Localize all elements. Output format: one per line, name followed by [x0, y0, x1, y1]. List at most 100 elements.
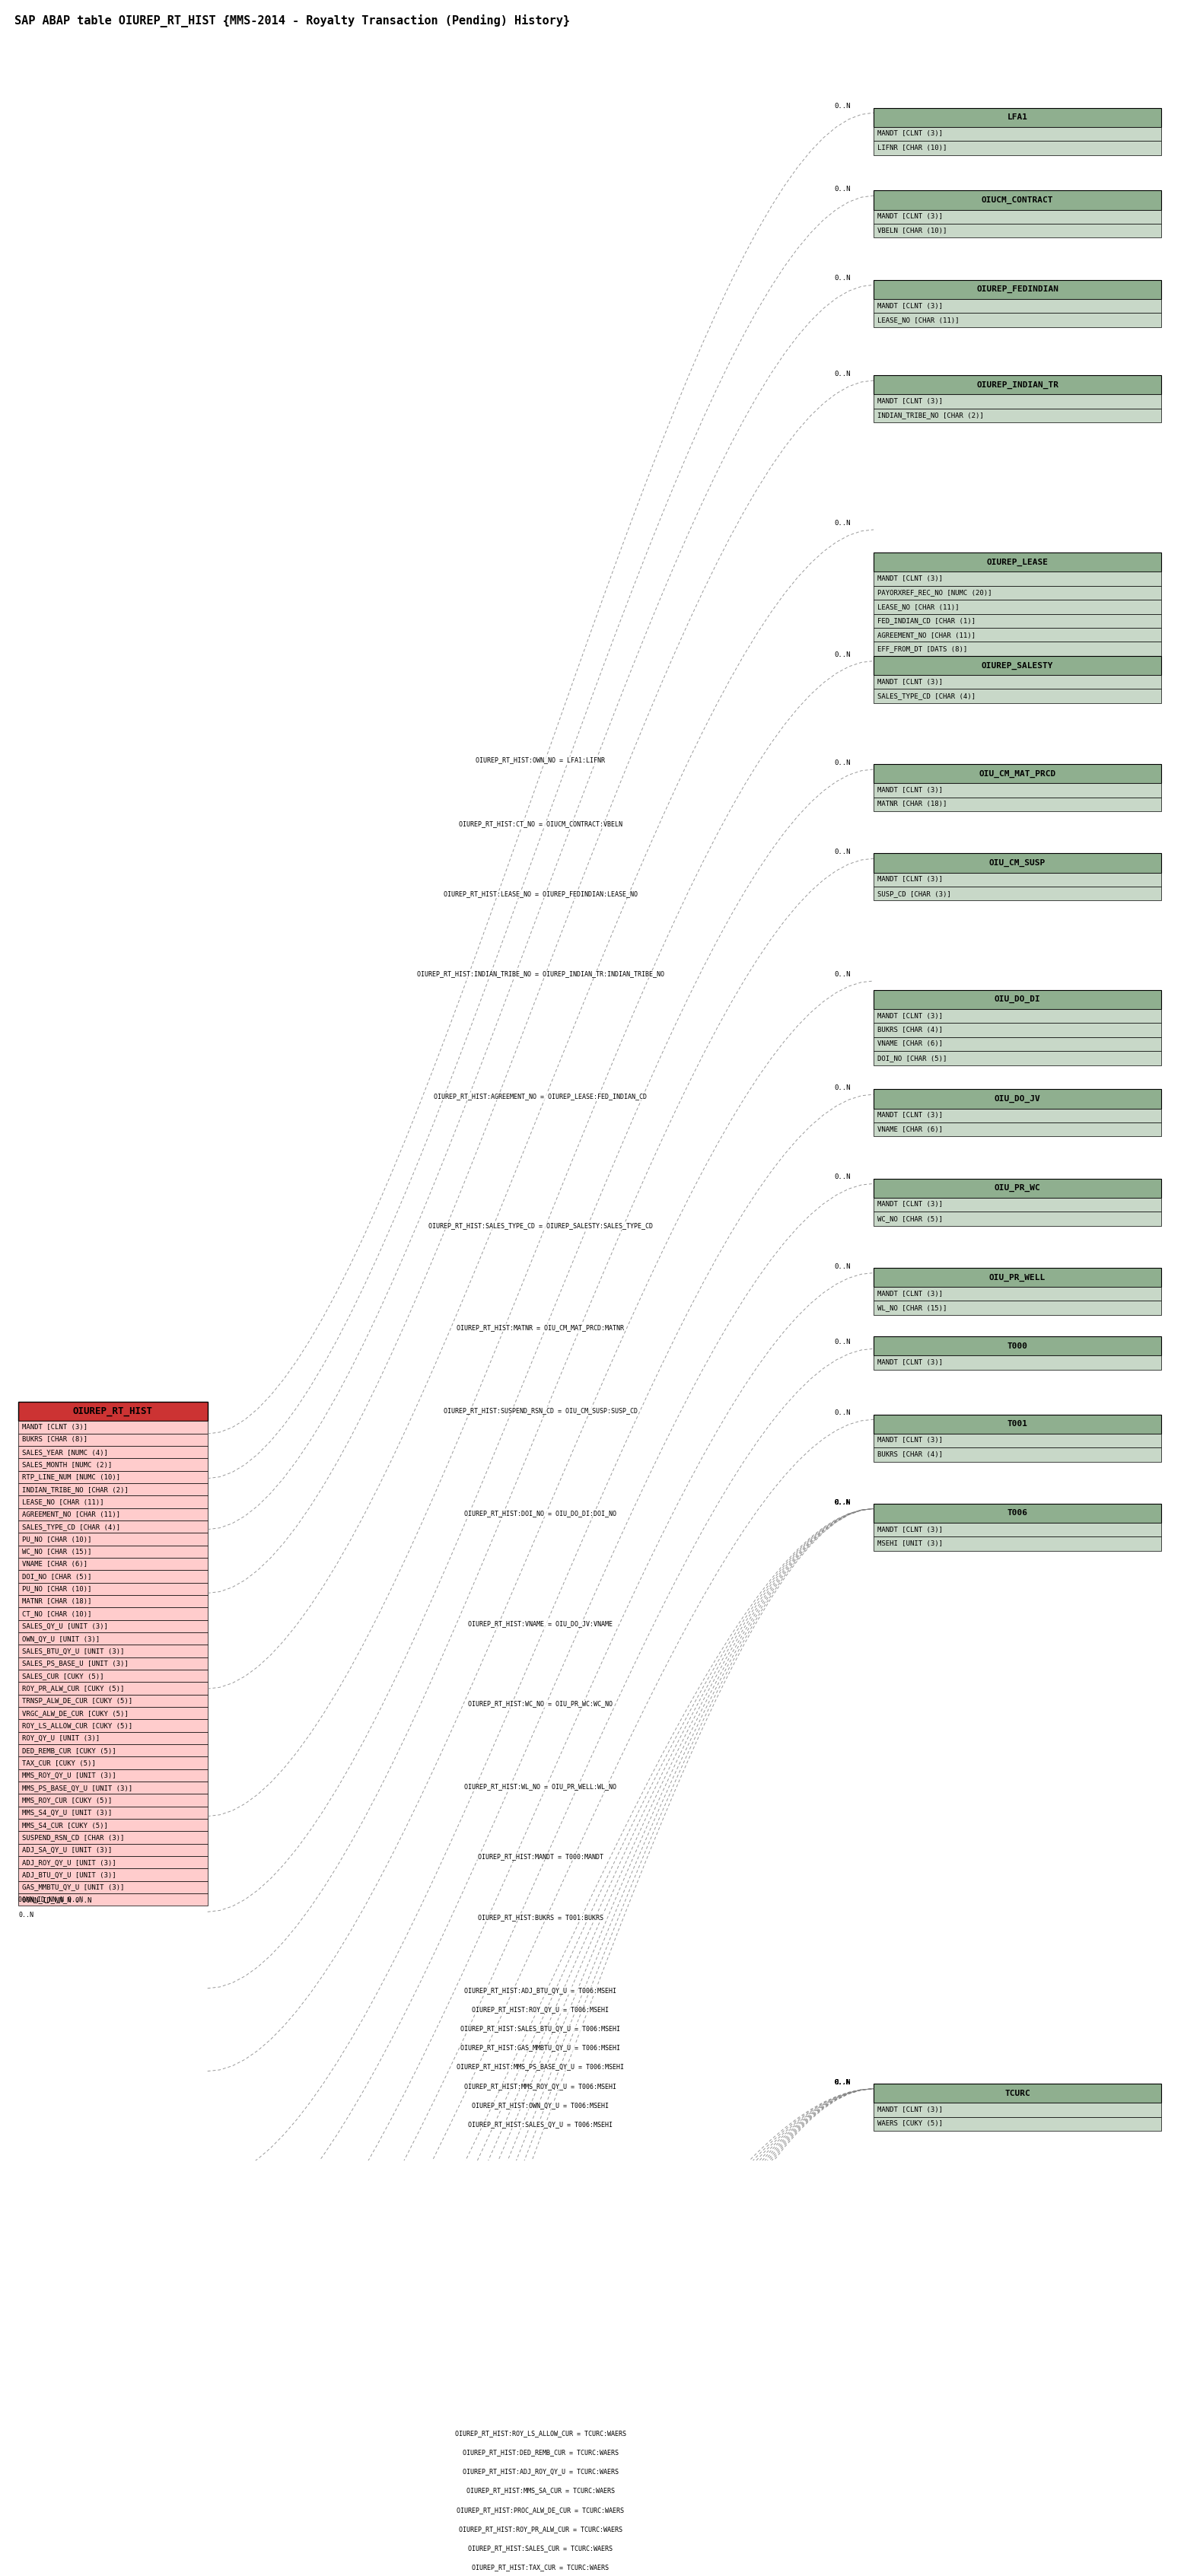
FancyBboxPatch shape: [18, 1595, 208, 1607]
Text: MANDT [CLNT (3)]: MANDT [CLNT (3)]: [877, 786, 943, 793]
Text: OIUREP_RT_HIST:SALES_BTU_QY_U = T006:MSEHI: OIUREP_RT_HIST:SALES_BTU_QY_U = T006:MSE…: [461, 2025, 620, 2032]
Text: OIUREP_RT_HIST:MMS_PS_BASE_QY_U = T006:MSEHI: OIUREP_RT_HIST:MMS_PS_BASE_QY_U = T006:M…: [457, 2063, 624, 2071]
Text: ADJ_SA_QY_U [UNIT (3)]: ADJ_SA_QY_U [UNIT (3)]: [22, 1847, 112, 1852]
Text: 0..N: 0..N: [834, 520, 851, 526]
Text: 0..N: 0..N: [834, 1262, 851, 1270]
FancyBboxPatch shape: [874, 394, 1162, 410]
Text: TCURC: TCURC: [1004, 2089, 1031, 2097]
Text: OIUREP_RT_HIST:SALES_CUR = TCURC:WAERS: OIUREP_RT_HIST:SALES_CUR = TCURC:WAERS: [468, 2545, 613, 2553]
Text: SUSP_CD [CHAR (3)]: SUSP_CD [CHAR (3)]: [877, 891, 952, 896]
FancyBboxPatch shape: [874, 1051, 1162, 1064]
Text: OIUREP_RT_HIST:AGREEMENT_NO = OIUREP_LEASE:FED_INDIAN_CD: OIUREP_RT_HIST:AGREEMENT_NO = OIUREP_LEA…: [434, 1092, 647, 1100]
FancyBboxPatch shape: [18, 1520, 208, 1533]
Text: 0..N: 0..N: [834, 2079, 851, 2087]
FancyBboxPatch shape: [874, 1504, 1162, 1522]
Text: 0..N: 0..N: [834, 1499, 851, 1507]
FancyBboxPatch shape: [18, 1893, 208, 1906]
Text: MANDT [CLNT (3)]: MANDT [CLNT (3)]: [877, 2107, 943, 2112]
Text: SUSPEND_RSN_CD [CHAR (3)]: SUSPEND_RSN_CD [CHAR (3)]: [22, 1834, 125, 1842]
FancyBboxPatch shape: [18, 1857, 208, 1868]
Text: BUKRS [CHAR (4)]: BUKRS [CHAR (4)]: [877, 1028, 943, 1033]
FancyBboxPatch shape: [18, 1757, 208, 1770]
Text: OIU_DO_JV: OIU_DO_JV: [995, 1095, 1040, 1103]
Text: 0..N: 0..N: [834, 1499, 851, 1507]
FancyBboxPatch shape: [874, 1337, 1162, 1355]
Text: OIUREP_RT_HIST:SALES_QY_U = T006:MSEHI: OIUREP_RT_HIST:SALES_QY_U = T006:MSEHI: [468, 2120, 613, 2128]
Text: WL_NO [CHAR (15)]: WL_NO [CHAR (15)]: [877, 1303, 947, 1311]
Text: 0..N: 0..N: [834, 2079, 851, 2087]
FancyBboxPatch shape: [18, 1643, 208, 1656]
FancyBboxPatch shape: [874, 613, 1162, 629]
FancyBboxPatch shape: [18, 1744, 208, 1757]
Text: PU_NO [CHAR (10)]: PU_NO [CHAR (10)]: [22, 1535, 91, 1543]
Text: OIUREP_INDIAN_TR: OIUREP_INDIAN_TR: [977, 381, 1058, 389]
FancyBboxPatch shape: [874, 1301, 1162, 1314]
Text: T006: T006: [1007, 1510, 1027, 1517]
Text: OIUREP_RT_HIST:BUKRS = T001:BUKRS: OIUREP_RT_HIST:BUKRS = T001:BUKRS: [478, 1914, 604, 1922]
Text: MMS_ROY_CUR [CUKY (5)]: MMS_ROY_CUR [CUKY (5)]: [22, 1795, 112, 1803]
Text: OIUREP_RT_HIST:TAX_CUR = TCURC:WAERS: OIUREP_RT_HIST:TAX_CUR = TCURC:WAERS: [472, 2563, 610, 2571]
Text: 0..N: 0..N: [834, 1084, 851, 1092]
Text: MANDT [CLNT (3)]: MANDT [CLNT (3)]: [877, 1200, 943, 1208]
FancyBboxPatch shape: [874, 142, 1162, 155]
Text: ADJ_BTU_QY_U [UNIT (3)]: ADJ_BTU_QY_U [UNIT (3)]: [22, 1870, 116, 1878]
Text: VNAME [CHAR (6)]: VNAME [CHAR (6)]: [877, 1041, 943, 1048]
Text: RTP_LINE_NUM [NUMC (10)]: RTP_LINE_NUM [NUMC (10)]: [22, 1473, 120, 1481]
Text: LIFNR [CHAR (10)]: LIFNR [CHAR (10)]: [877, 144, 947, 152]
FancyBboxPatch shape: [874, 1538, 1162, 1551]
FancyBboxPatch shape: [874, 1432, 1162, 1448]
FancyBboxPatch shape: [874, 657, 1162, 675]
FancyBboxPatch shape: [874, 1180, 1162, 1198]
FancyBboxPatch shape: [874, 853, 1162, 873]
Text: 00NN_ID_NN_N 0..N: 00NN_ID_NN_N 0..N: [22, 1896, 91, 1904]
Text: DOI_NO [CHAR (5)]: DOI_NO [CHAR (5)]: [877, 1054, 947, 1061]
Text: MANDT [CLNT (3)]: MANDT [CLNT (3)]: [877, 574, 943, 582]
FancyBboxPatch shape: [874, 299, 1162, 312]
Text: 0..N: 0..N: [834, 971, 851, 979]
Text: SALES_TYPE_CD [CHAR (4)]: SALES_TYPE_CD [CHAR (4)]: [877, 693, 976, 701]
FancyBboxPatch shape: [18, 1806, 208, 1819]
FancyBboxPatch shape: [874, 688, 1162, 703]
FancyBboxPatch shape: [874, 1123, 1162, 1136]
Text: WC_NO [CHAR (15)]: WC_NO [CHAR (15)]: [22, 1548, 91, 1556]
Text: OIUREP_FEDINDIAN: OIUREP_FEDINDIAN: [977, 286, 1058, 294]
Text: SALES_TYPE_CD [CHAR (4)]: SALES_TYPE_CD [CHAR (4)]: [22, 1522, 120, 1530]
Text: 0..N: 0..N: [834, 1499, 851, 1507]
Text: MSEHI [UNIT (3)]: MSEHI [UNIT (3)]: [877, 1540, 943, 1548]
Text: MANDT [CLNT (3)]: MANDT [CLNT (3)]: [877, 399, 943, 404]
FancyBboxPatch shape: [874, 600, 1162, 613]
FancyBboxPatch shape: [18, 1708, 208, 1718]
FancyBboxPatch shape: [874, 1038, 1162, 1051]
Text: 0..N: 0..N: [834, 760, 851, 768]
FancyBboxPatch shape: [874, 799, 1162, 811]
FancyBboxPatch shape: [18, 1783, 208, 1793]
FancyBboxPatch shape: [874, 1448, 1162, 1461]
Text: OIU_CM_SUSP: OIU_CM_SUSP: [989, 860, 1045, 868]
Text: EFF_FROM_DT [DATS (8)]: EFF_FROM_DT [DATS (8)]: [877, 647, 967, 652]
Text: MANDT [CLNT (3)]: MANDT [CLNT (3)]: [877, 1291, 943, 1298]
Text: INDIAN_TRIBE_NO [CHAR (2)]: INDIAN_TRIBE_NO [CHAR (2)]: [22, 1486, 128, 1494]
Text: OIUREP_RT_HIST:INDIAN_TRIBE_NO = OIUREP_INDIAN_TR:INDIAN_TRIBE_NO: OIUREP_RT_HIST:INDIAN_TRIBE_NO = OIUREP_…: [416, 971, 665, 976]
FancyBboxPatch shape: [18, 1507, 208, 1520]
Text: OIUREP_RT_HIST:WC_NO = OIU_PR_WC:WC_NO: OIUREP_RT_HIST:WC_NO = OIU_PR_WC:WC_NO: [468, 1700, 613, 1708]
Text: ADJ_ROY_QY_U [UNIT (3)]: ADJ_ROY_QY_U [UNIT (3)]: [22, 1860, 116, 1865]
Text: 0..N: 0..N: [834, 1499, 851, 1507]
Text: MATNR [CHAR (18)]: MATNR [CHAR (18)]: [22, 1597, 91, 1605]
FancyBboxPatch shape: [874, 1010, 1162, 1023]
FancyBboxPatch shape: [874, 1355, 1162, 1370]
Text: OIU_CM_MAT_PRCD: OIU_CM_MAT_PRCD: [979, 770, 1056, 778]
Text: OIUREP_RT_HIST:OWN_NO = LFA1:LIFNR: OIUREP_RT_HIST:OWN_NO = LFA1:LIFNR: [476, 757, 605, 762]
Text: SALES_QY_U [UNIT (3)]: SALES_QY_U [UNIT (3)]: [22, 1623, 108, 1631]
Text: GAS_MMBTU_QY_U [UNIT (3)]: GAS_MMBTU_QY_U [UNIT (3)]: [22, 1883, 125, 1891]
Text: BUKRS [CHAR (4)]: BUKRS [CHAR (4)]: [877, 1450, 943, 1458]
FancyBboxPatch shape: [874, 1023, 1162, 1038]
Text: 00NN_ID_NN_N 0..N: 00NN_ID_NN_N 0..N: [18, 1896, 83, 1904]
Text: 0..N: 0..N: [834, 2079, 851, 2087]
Text: OIU_DO_DI: OIU_DO_DI: [995, 994, 1040, 1002]
Text: OIUREP_RT_HIST:MANDT = T000:MANDT: OIUREP_RT_HIST:MANDT = T000:MANDT: [478, 1852, 604, 1860]
FancyBboxPatch shape: [18, 1471, 208, 1484]
FancyBboxPatch shape: [874, 108, 1162, 126]
Text: TRNSP_ALW_DE_CUR [CUKY (5)]: TRNSP_ALW_DE_CUR [CUKY (5)]: [22, 1698, 132, 1705]
FancyBboxPatch shape: [18, 1582, 208, 1595]
Text: LEASE_NO [CHAR (11)]: LEASE_NO [CHAR (11)]: [877, 603, 959, 611]
